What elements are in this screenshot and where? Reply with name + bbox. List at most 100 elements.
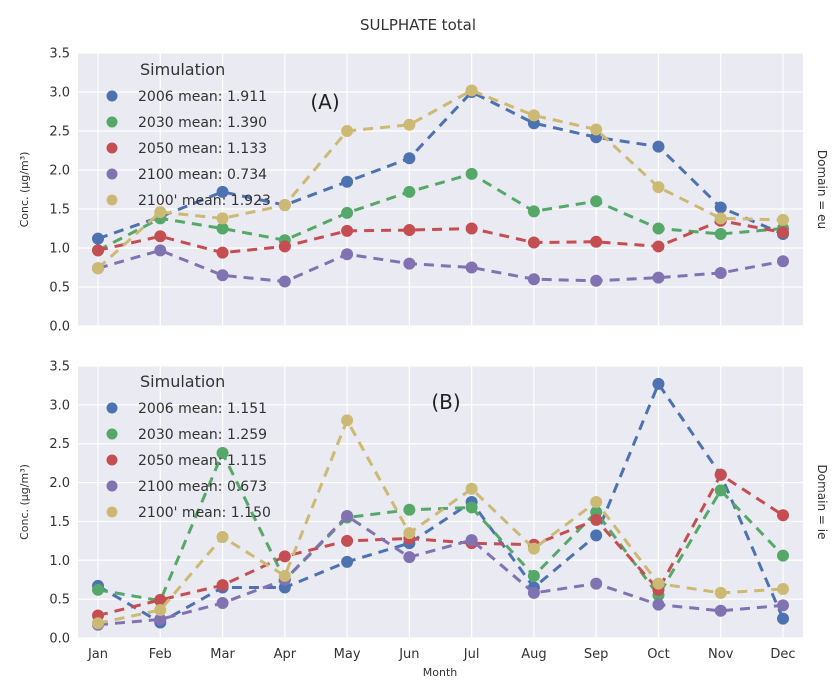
legend-title: Simulation <box>140 60 225 79</box>
data-point <box>465 501 478 514</box>
data-point <box>341 206 354 219</box>
x-tick-label: Jul <box>463 647 480 662</box>
plot-area <box>78 53 803 326</box>
x-tick-label: Sep <box>584 647 609 662</box>
data-point <box>403 257 416 270</box>
series-line <box>97 172 784 252</box>
data-point <box>777 255 789 268</box>
data-point <box>714 227 727 240</box>
y-tick-label: 2.0 <box>49 164 70 179</box>
series-line <box>97 449 785 603</box>
legend: Simulation 2006 mean: 1.151 2030 mean: 1.2… <box>106 372 271 521</box>
x-tick-label: Dec <box>770 647 795 662</box>
data-point <box>403 551 416 564</box>
data-point <box>278 199 291 212</box>
data-point <box>92 232 104 245</box>
data-point <box>341 175 354 188</box>
data-point <box>341 534 354 547</box>
series-line <box>97 248 784 284</box>
x-tick-label: Feb <box>149 647 172 662</box>
data-point <box>777 612 789 625</box>
figure-title: SULPHATE total <box>360 16 476 34</box>
y-tick-label: 0.0 <box>49 632 70 647</box>
data-point <box>527 109 540 122</box>
data-point <box>403 152 416 165</box>
data-point <box>278 240 291 253</box>
data-point <box>652 181 665 194</box>
legend-entry: 2050 mean: 1.115 <box>138 453 267 469</box>
data-point <box>341 509 354 522</box>
data-point <box>590 513 603 526</box>
y-tick-label: 1.0 <box>49 554 70 569</box>
x-tick-label: Oct <box>647 647 669 662</box>
data-point <box>777 213 789 226</box>
y-tick-label: 0.5 <box>49 593 70 608</box>
data-point <box>403 224 416 237</box>
data-point <box>527 569 540 582</box>
data-point <box>590 496 603 508</box>
data-point <box>403 503 416 516</box>
legend-entry: 2100 mean: 0.734 <box>138 167 267 183</box>
y-axis-label: Conc. (µg/m³) <box>18 464 31 540</box>
data-point <box>341 414 354 427</box>
legend-marker <box>106 506 118 518</box>
data-point <box>714 484 727 497</box>
y-tick-label: 3.0 <box>49 398 70 413</box>
series-line <box>97 416 784 625</box>
data-point <box>216 447 229 460</box>
x-tick-label: Jun <box>398 647 419 662</box>
y-axis-label: Conc. (µg/m³) <box>18 152 31 228</box>
panel-label: (A) <box>310 90 339 114</box>
data-point <box>652 240 665 253</box>
legend-entry: 2100' mean: 1.150 <box>138 505 271 521</box>
data-point <box>590 529 603 542</box>
data-point <box>341 224 354 237</box>
legend-marker <box>106 142 118 154</box>
data-point <box>216 185 229 198</box>
data-point <box>777 599 789 612</box>
data-point <box>527 273 540 286</box>
data-point <box>92 262 104 275</box>
data-point <box>154 206 167 219</box>
data-point <box>652 377 665 390</box>
data-point <box>154 613 167 626</box>
legend-marker <box>106 428 118 440</box>
data-point <box>652 577 665 590</box>
data-point <box>216 579 229 592</box>
legend-marker <box>106 454 118 466</box>
data-point <box>465 261 478 274</box>
data-point <box>465 222 478 235</box>
legend-entry: 2030 mean: 1.259 <box>138 427 267 443</box>
data-point <box>465 167 478 180</box>
panel-b: 0.0 0.5 1.0 1.5 2.0 2.5 3.0 3.5 Jan Feb Mar Apr May J… <box>18 360 829 663</box>
series-line <box>97 380 785 625</box>
data-point <box>92 583 104 596</box>
data-point <box>527 586 540 599</box>
data-point <box>154 604 167 617</box>
data-point <box>341 248 354 261</box>
legend-entry: 2006 mean: 1.911 <box>138 89 267 105</box>
legend-title: Simulation <box>140 372 225 391</box>
data-point <box>590 274 603 287</box>
y-tick-label: 1.5 <box>49 515 70 530</box>
series-line <box>97 90 784 241</box>
x-tick-label: Mar <box>210 647 235 662</box>
y-tick-label: 2.5 <box>49 125 70 140</box>
series-line <box>96 88 784 270</box>
data-point <box>216 246 229 259</box>
data-point <box>216 597 229 610</box>
data-point <box>403 185 416 198</box>
facet-label: Domain = ie <box>815 465 829 540</box>
data-point <box>527 542 540 555</box>
series-line <box>97 219 784 255</box>
y-tick-label: 2.5 <box>49 437 70 452</box>
data-point <box>590 123 603 136</box>
data-point <box>527 205 540 218</box>
legend-entry: 2050 mean: 1.133 <box>138 141 267 157</box>
data-point <box>216 212 229 225</box>
facet-label: Domain = eu <box>815 150 829 229</box>
data-point <box>714 212 727 225</box>
data-point <box>777 226 789 239</box>
